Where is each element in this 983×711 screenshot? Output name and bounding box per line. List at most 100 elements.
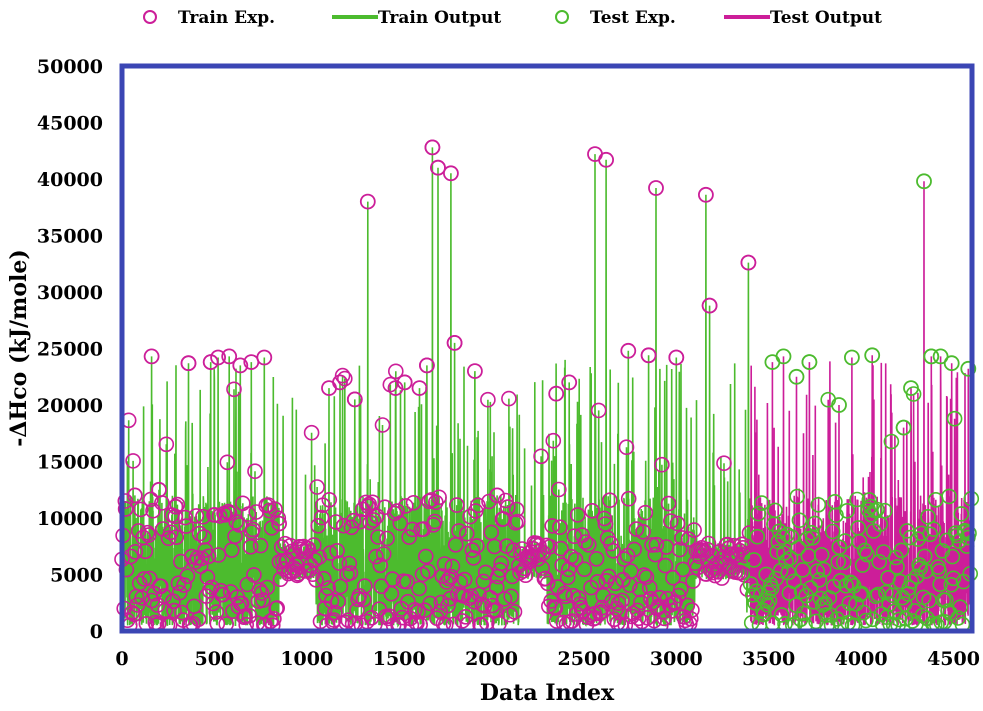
train-exp-point xyxy=(267,501,283,518)
train-exp-point xyxy=(631,581,648,598)
train-exp-point xyxy=(547,600,564,616)
train-exp-point xyxy=(374,417,391,433)
train-exp-peak-point xyxy=(221,348,238,365)
train-exp-point xyxy=(404,521,421,538)
train-exp-point xyxy=(401,529,418,545)
test-exp-point xyxy=(815,561,832,578)
test-exp-point xyxy=(961,525,977,542)
train-exp-point xyxy=(456,571,473,588)
train-exp-point xyxy=(387,363,404,380)
train-exp-point xyxy=(480,391,496,408)
train-exp-point xyxy=(266,610,282,627)
test-exp-peak-point xyxy=(932,348,949,365)
train-exp-point xyxy=(426,513,443,530)
train-exp-point xyxy=(501,390,517,407)
test-exp-point xyxy=(909,568,925,585)
train-exp-point xyxy=(205,595,221,612)
train-exp-peak-point xyxy=(271,515,288,532)
train-exp-point xyxy=(166,602,182,619)
test-exp-point xyxy=(768,570,784,587)
train-exp-point xyxy=(635,523,651,540)
train-exp-point xyxy=(431,489,447,506)
test-exp-point xyxy=(791,512,808,529)
x-tick-label: 4500 xyxy=(927,648,980,670)
test-exp-point xyxy=(852,586,869,603)
test-exp-point xyxy=(793,583,810,600)
train-exp-point xyxy=(580,536,597,553)
train-exp-point xyxy=(335,517,352,534)
plot-data xyxy=(114,139,980,634)
test-exp-point xyxy=(843,575,860,592)
train-exp-point xyxy=(674,530,690,546)
test-exp-point xyxy=(748,583,765,600)
test-exp-point xyxy=(893,542,910,559)
train-exp-point xyxy=(626,541,643,558)
train-exp-point xyxy=(365,512,382,528)
train-exp-peak-point xyxy=(701,297,718,314)
train-exp-peak-point xyxy=(489,487,506,504)
train-exp-point xyxy=(685,573,701,589)
x-tick-label: 1000 xyxy=(280,648,333,670)
train-exp-point xyxy=(133,501,149,518)
train-exp-point xyxy=(610,595,627,612)
train-exp-point xyxy=(210,547,227,563)
train-exp-point xyxy=(509,513,526,530)
y-axis-title: -ΔHco (kJ/mole) xyxy=(6,249,32,447)
train-exp-point xyxy=(625,605,641,622)
train-exp-point xyxy=(470,497,486,514)
train-exp-point xyxy=(468,538,485,554)
train-exp-point xyxy=(191,525,208,542)
train-exp-point xyxy=(475,573,492,590)
train-exp-peak-point xyxy=(232,357,249,374)
train-exp-point xyxy=(716,455,732,472)
test-exp-point xyxy=(809,563,826,580)
train-exp-point xyxy=(131,575,148,592)
train-exp-point xyxy=(618,439,635,456)
test-exp-point xyxy=(849,491,865,508)
train-exp-point xyxy=(331,555,348,571)
train-exp-peak-point xyxy=(332,374,348,391)
train-exp-peak-point xyxy=(346,391,363,408)
train-exp-point xyxy=(539,575,556,592)
train-exp-point xyxy=(637,504,654,521)
train-exp-point xyxy=(261,502,278,519)
test-exp-point xyxy=(941,488,957,505)
test-exp-point xyxy=(763,580,780,597)
train-exp-point xyxy=(351,587,368,604)
train-exp-point xyxy=(178,518,195,534)
test-exp-point xyxy=(835,554,852,571)
train-exp-peak-point xyxy=(668,349,685,366)
train-exp-point xyxy=(360,498,376,515)
train-exp-point xyxy=(633,594,649,611)
train-output-line xyxy=(121,147,752,628)
train-exp-point xyxy=(313,509,330,526)
test-exp-point xyxy=(889,559,905,575)
train-exp-point xyxy=(190,611,207,628)
test-exp-peak-point xyxy=(864,347,881,364)
train-exp-point xyxy=(309,479,325,495)
train-exp-peak-point xyxy=(210,349,227,366)
train-exp-point xyxy=(322,545,339,561)
test-exp-point xyxy=(914,607,931,624)
train-exp-point xyxy=(270,510,287,527)
test-exp-point xyxy=(902,529,919,546)
train-exp-point xyxy=(492,562,508,578)
train-exp-point xyxy=(308,571,324,588)
y-tick-label: 40000 xyxy=(37,169,103,191)
train-exp-peak-point xyxy=(418,357,435,374)
train-exp-point xyxy=(169,496,186,513)
test-exp-point xyxy=(773,607,790,623)
test-exp-point xyxy=(780,564,797,581)
legend: Train Exp. Train Output Test Exp. Test O… xyxy=(143,8,882,28)
train-exp-point xyxy=(303,424,320,441)
train-exp-point xyxy=(486,538,503,555)
train-exp-point xyxy=(247,463,263,480)
train-exp-point xyxy=(686,522,702,538)
train-exp-point xyxy=(372,557,389,574)
train-exp-point xyxy=(240,506,257,522)
legend-label-test-exp: Test Exp. xyxy=(590,8,676,28)
train-exp-point xyxy=(553,540,569,557)
train-exp-point xyxy=(680,531,697,547)
train-exp-point xyxy=(496,591,513,607)
